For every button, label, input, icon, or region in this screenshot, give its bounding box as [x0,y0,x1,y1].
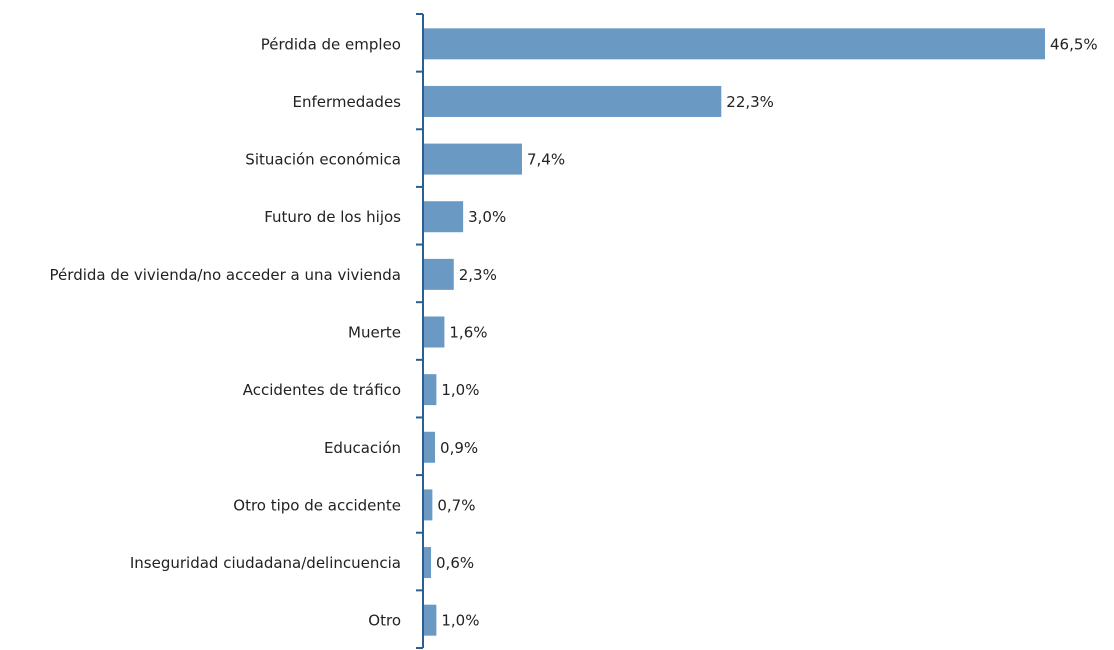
bar [423,431,436,463]
value-label: 22,3% [726,93,774,111]
category-label: Situación económica [245,151,401,169]
value-label: 0,9% [440,439,478,457]
category-label: Futuro de los hijos [264,208,401,226]
value-label: 3,0% [468,208,506,226]
category-label: Pérdida de vivienda/no acceder a una viv… [50,266,401,284]
bar [423,604,437,636]
bar [423,28,1045,60]
bar [423,201,464,233]
bar [423,489,433,521]
category-label: Educación [324,439,401,457]
bar [423,258,454,290]
category-label: Inseguridad ciudadana/delincuencia [130,554,401,572]
bar [423,143,522,175]
category-label: Muerte [348,324,401,342]
value-label: 1,6% [449,324,487,342]
category-label: Otro [368,612,401,630]
value-label: 0,6% [436,554,474,572]
value-label: 46,5% [1050,35,1098,53]
category-label: Accidentes de tráfico [243,381,401,399]
category-label: Pérdida de empleo [261,35,401,53]
bar [423,547,432,579]
value-label: 1,0% [441,381,479,399]
value-label: 1,0% [441,612,479,630]
value-label: 2,3% [459,266,497,284]
bar [423,316,445,348]
category-label: Enfermedades [292,93,401,111]
category-label: Otro tipo de accidente [233,496,401,514]
value-label: 7,4% [527,151,565,169]
bar [423,85,722,117]
value-label: 0,7% [437,496,475,514]
bar [423,374,437,406]
